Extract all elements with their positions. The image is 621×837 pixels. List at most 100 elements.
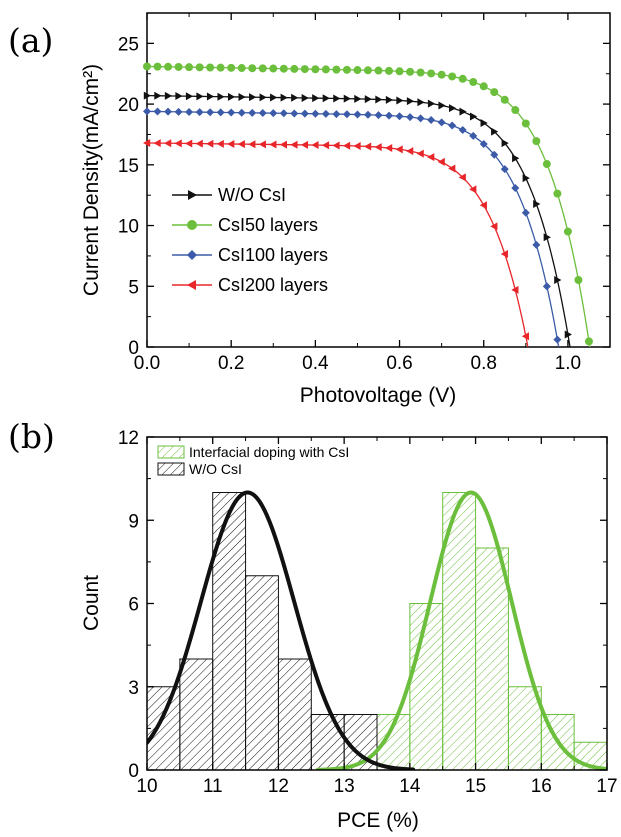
jv-data-point [269,65,277,73]
jv-data-point [281,94,288,102]
pce-x-tick-label: 12 [268,776,289,797]
jv-data-point [249,93,256,101]
jv-data-point [396,96,403,104]
jv-data-point [301,65,309,73]
jv-series-2 [143,62,593,347]
jv-data-point [269,140,276,148]
jv-x-tick-label: 0.6 [386,353,412,374]
jv-y-tick-label: 0 [128,338,139,359]
jv-y-tick-label: 15 [118,156,139,177]
jv-data-point [311,110,319,118]
jv-data-point [185,139,192,147]
jv-data-point [185,63,193,71]
jv-data-point [185,108,193,116]
jv-data-point [311,141,318,149]
jv-data-point [260,93,267,101]
jv-data-point [333,94,340,102]
jv-data-point [196,92,203,100]
jv-data-point [207,93,214,101]
jv-x-axis-title: Photovoltage (V) [300,384,456,407]
jv-data-point [280,141,287,149]
jv-data-point [186,92,193,100]
jv-data-point [375,143,382,151]
jv-x-tick-label: 0.4 [302,353,329,374]
pce-bar-wo-csi [278,659,311,770]
jv-data-point [438,101,445,109]
jv-data-point [175,108,183,116]
jv-data-point [417,114,425,122]
jv-data-point [164,63,172,71]
jv-data-point [522,209,530,217]
jv-data-point [354,95,361,103]
jv-axis-ticks [147,13,610,347]
jv-data-point [406,113,414,121]
jv-data-point [164,108,172,116]
jv-data-point [543,282,551,290]
jv-data-point [280,109,288,117]
jv-data-point [322,141,329,149]
pce-y-tick-label: 3 [128,678,139,699]
pce-histogram: 10 11 12 13 14 15 16 17036912 PCE (%) Count Int… [80,428,618,832]
jv-data-point [312,94,319,102]
jv-y-tick-label: 25 [118,34,139,55]
jv-data-point [228,93,235,101]
pce-x-tick-label: 10 [136,776,157,797]
jv-data-point [217,64,225,72]
pce-legend-swatch [158,446,184,458]
jv-data-point [375,111,383,119]
jv-data-point [396,67,404,75]
jv-legend-marker [187,220,197,230]
jv-data-point [259,140,266,148]
jv-legend-label: CsI50 layers [218,215,318,235]
jv-data-point [322,65,330,73]
jv-y-tick-label: 10 [118,217,139,238]
jv-data-point [365,95,372,103]
jv-tick-labels: 0.0 0.2 0.4 0.6 0.8 1.0 0 5 10 15 20 25 [118,34,581,374]
jv-data-point [469,132,477,140]
jv-data-point [311,65,319,73]
jv-data-point [344,95,351,103]
jv-data-point [165,92,172,100]
jv-data-point [238,64,246,72]
jv-data-point [427,69,435,77]
jv-data-point [417,98,424,106]
jv-legend-item-4: CsI200 layers [172,275,328,295]
jv-data-point [227,140,234,148]
jv-data-point [564,228,572,236]
pce-bar-csi [476,548,509,770]
jv-data-point [480,82,488,90]
jv-data-point [291,94,298,102]
jv-data-point [543,160,551,168]
jv-data-point [480,201,487,209]
jv-data-point [364,111,372,119]
jv-data-point [459,108,466,116]
jv-legend-marker [187,280,196,290]
jv-data-point [501,165,509,173]
jv-data-point [343,142,350,150]
jv-data-point [532,241,540,249]
jv-data-point [353,111,361,119]
jv-data-point [532,137,540,145]
jv-data-point [259,64,267,72]
pce-bar-wo-csi [180,659,213,770]
jv-data-point [438,118,446,126]
jv-data-point [196,108,204,116]
jv-data-point [290,109,298,117]
jv-legend: W/O CsICsI50 layersCsI100 layersCsI200 l… [172,185,328,295]
jv-data-point [385,112,393,120]
jv-data-point [459,126,467,134]
jv-data-point [417,69,425,77]
pce-y-tick-label: 0 [128,761,139,782]
jv-chart: 0.0 0.2 0.4 0.6 0.8 1.00510152025 Photovoltag… [80,13,610,407]
jv-data-point [290,141,297,149]
jv-data-point [438,158,445,166]
jv-data-point [154,108,162,116]
jv-series-4 [143,139,529,347]
pce-x-tick-label: 14 [399,776,421,797]
jv-data-point [332,110,340,118]
jv-data-point [511,106,519,114]
jv-data-point [301,141,308,149]
jv-data-point [332,66,340,74]
